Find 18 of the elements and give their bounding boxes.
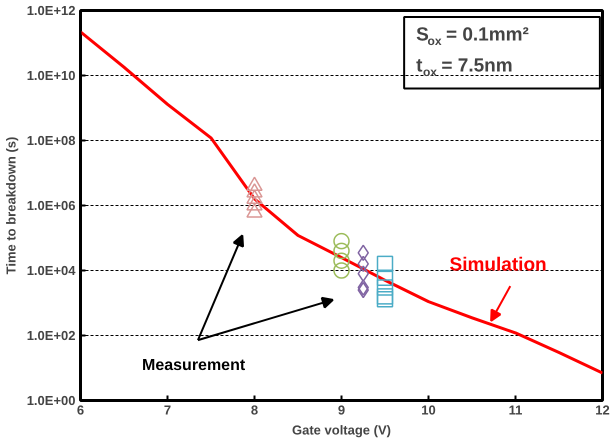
x-tick-label: 6: [76, 402, 84, 418]
series-label: Simulation: [450, 254, 547, 276]
y-tick-label: 1.0E+10: [26, 68, 76, 83]
y-axis-title: Time to breakdown (s): [4, 136, 19, 274]
y-tick-label: 1.0E+04: [26, 263, 76, 278]
x-tick-label: 10: [421, 402, 436, 418]
x-axis-title: Gate voltage (V): [292, 422, 391, 438]
y-tick-label: 1.0E+12: [26, 3, 76, 18]
x-tick-label: 12: [595, 402, 610, 418]
x-tick-label: 11: [508, 402, 522, 418]
x-tick-label: 7: [164, 402, 172, 418]
y-tick-label: 1.0E+02: [26, 328, 76, 343]
y-tick-label: 1.0E+06: [26, 198, 76, 213]
x-tick-label: 9: [338, 402, 346, 418]
y-tick-label: 1.0E+00: [26, 393, 76, 408]
y-tick-label: 1.0E+08: [26, 133, 76, 148]
x-tick-label: 8: [250, 402, 258, 418]
annotation: Measurement: [142, 356, 246, 374]
